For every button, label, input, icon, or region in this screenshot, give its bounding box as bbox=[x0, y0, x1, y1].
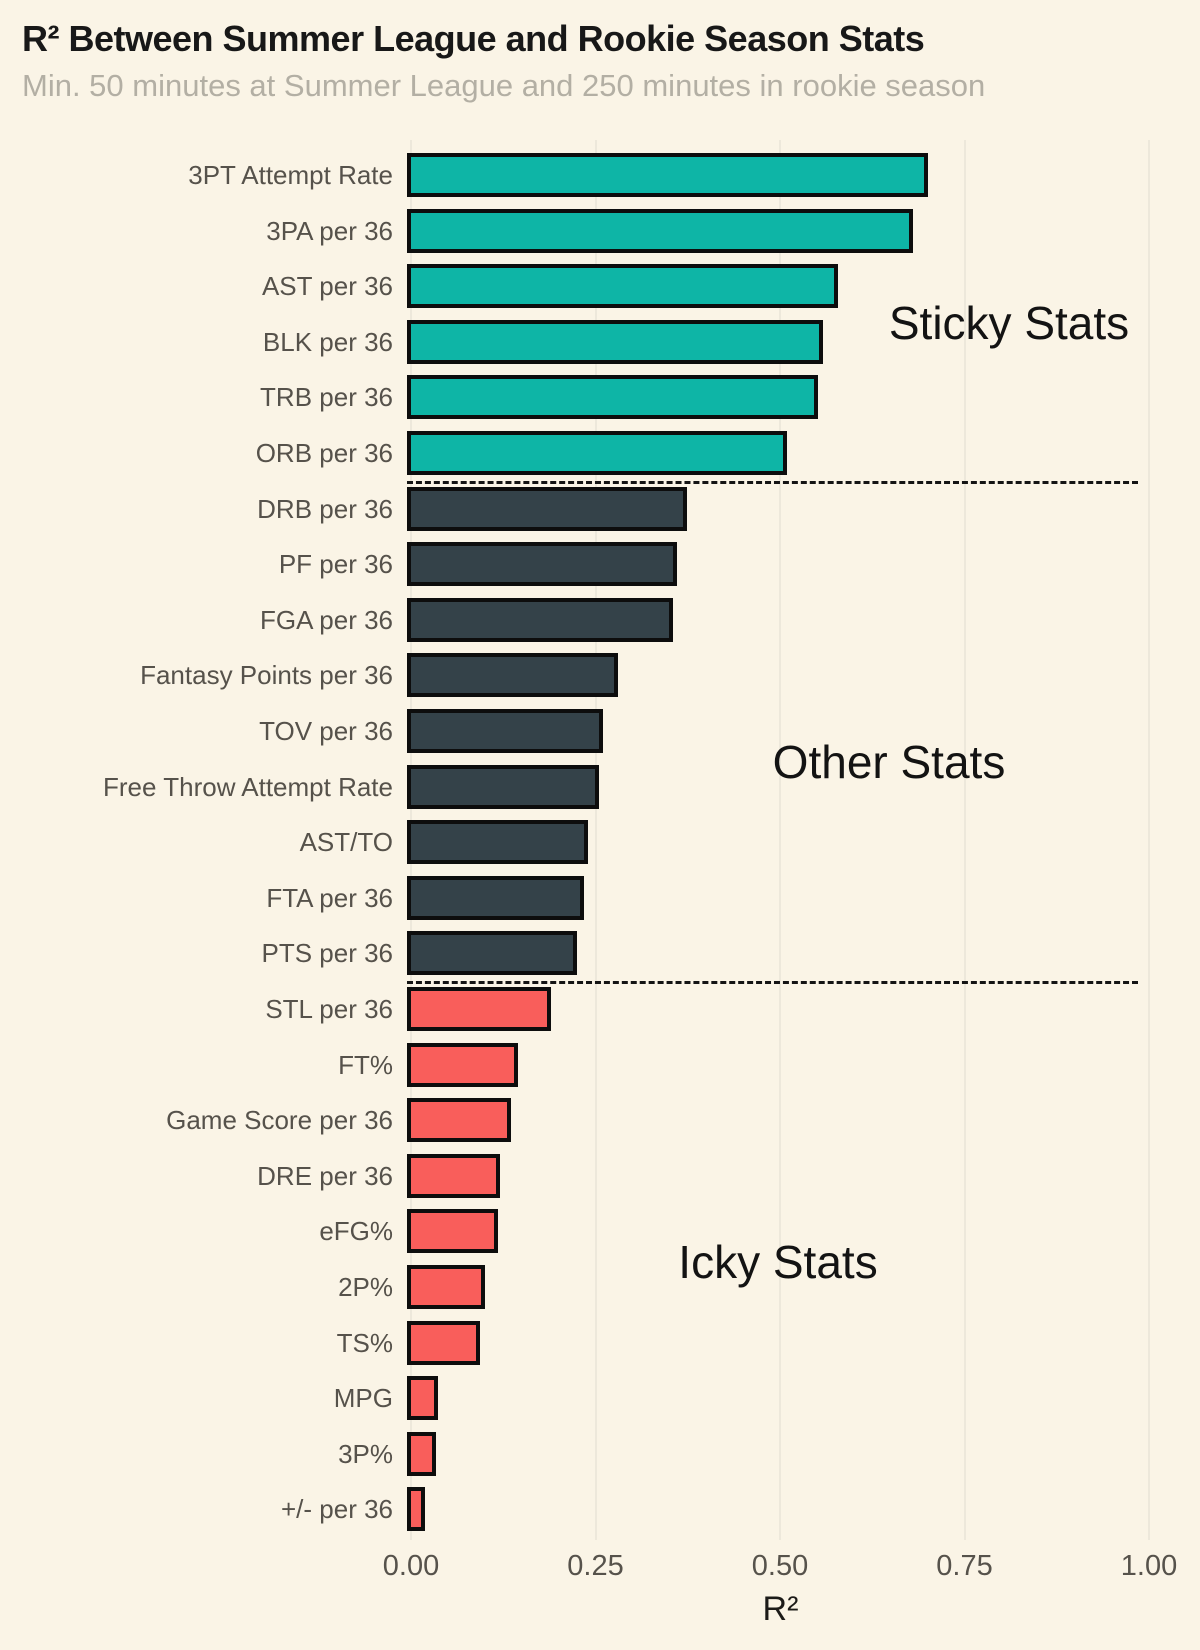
category-label: FGA per 36 bbox=[260, 604, 393, 635]
bar-ast-to bbox=[407, 820, 589, 865]
bar-blk-per-36 bbox=[407, 319, 823, 364]
bar-3pt-attempt-rate bbox=[407, 153, 928, 197]
x-tick-label: 0.50 bbox=[751, 1550, 809, 1582]
category-label: ORB per 36 bbox=[255, 438, 393, 468]
chart-subtitle: Min. 50 minutes at Summer League and 250… bbox=[22, 68, 986, 103]
x-tick-label: 0.00 bbox=[382, 1550, 440, 1582]
bar-stl-per-36 bbox=[407, 987, 552, 1031]
category-label: 3P% bbox=[338, 1438, 393, 1469]
bar-trb-per-36 bbox=[407, 375, 819, 420]
x-tick-label: 0.25 bbox=[567, 1550, 624, 1582]
x-axis-title: R² bbox=[762, 1590, 799, 1628]
bar-3p- bbox=[407, 1431, 437, 1476]
category-label: Free Throw Attempt Rate bbox=[103, 771, 393, 802]
bar-ft- bbox=[407, 1042, 518, 1087]
bar-drb-per-36 bbox=[407, 486, 687, 531]
category-label: MPG bbox=[333, 1383, 393, 1414]
category-label: 2P% bbox=[338, 1272, 393, 1302]
category-label: TRB per 36 bbox=[260, 382, 393, 413]
category-label: 3PA per 36 bbox=[266, 215, 393, 246]
bar-fta-per-36 bbox=[407, 875, 585, 920]
bar--per-36 bbox=[407, 1487, 426, 1532]
bar-dre-per-36 bbox=[407, 1153, 500, 1198]
bar-3pa-per-36 bbox=[407, 208, 913, 253]
group-annotation-icky-stats: Icky Stats bbox=[678, 1236, 878, 1288]
group-annotation-sticky-stats: Sticky Stats bbox=[888, 297, 1130, 349]
bar-fga-per-36 bbox=[407, 597, 673, 642]
gridline bbox=[1148, 140, 1150, 1540]
category-label: FT% bbox=[338, 1049, 393, 1080]
bar-free-throw-attempt-rate bbox=[407, 764, 600, 809]
category-label: BLK per 36 bbox=[262, 326, 393, 357]
bar-pf-per-36 bbox=[407, 542, 677, 587]
category-label: PTS per 36 bbox=[261, 938, 393, 969]
category-label: AST per 36 bbox=[261, 271, 393, 302]
category-label: STL per 36 bbox=[265, 994, 393, 1024]
bar-pts-per-36 bbox=[407, 931, 578, 976]
bar-fantasy-points-per-36 bbox=[407, 653, 619, 698]
category-label: DRE per 36 bbox=[257, 1160, 393, 1191]
category-label: +/- per 36 bbox=[280, 1494, 393, 1525]
bar-orb-per-36 bbox=[407, 431, 788, 475]
category-label: TOV per 36 bbox=[259, 716, 393, 746]
category-label: DRB per 36 bbox=[257, 493, 393, 524]
category-label: AST/TO bbox=[299, 827, 393, 858]
bar-tov-per-36 bbox=[407, 709, 603, 753]
category-label: TS% bbox=[336, 1327, 393, 1358]
bar-2p- bbox=[407, 1265, 485, 1309]
bar-ts- bbox=[407, 1320, 480, 1365]
category-label: Game Score per 36 bbox=[166, 1105, 393, 1136]
bar-game-score-per-36 bbox=[407, 1098, 511, 1143]
bar-ast-per-36 bbox=[407, 264, 838, 309]
bar-mpg bbox=[407, 1376, 438, 1421]
category-label: eFG% bbox=[319, 1216, 393, 1247]
category-label: FTA per 36 bbox=[266, 882, 393, 913]
gridline bbox=[594, 140, 597, 1540]
bar-efg- bbox=[407, 1209, 499, 1254]
group-annotation-other-stats: Other Stats bbox=[772, 736, 1006, 788]
category-label: PF per 36 bbox=[278, 549, 393, 580]
category-label: Fantasy Points per 36 bbox=[140, 660, 393, 691]
category-label: 3PT Attempt Rate bbox=[188, 160, 393, 190]
chart-title: R² Between Summer League and Rookie Seas… bbox=[22, 18, 925, 59]
x-tick-label: 0.75 bbox=[936, 1550, 993, 1582]
group-separator bbox=[407, 981, 1138, 985]
x-tick-label: 1.00 bbox=[1120, 1550, 1178, 1582]
gridline bbox=[779, 140, 781, 1540]
gridline bbox=[963, 140, 966, 1540]
group-separator bbox=[407, 480, 1138, 484]
